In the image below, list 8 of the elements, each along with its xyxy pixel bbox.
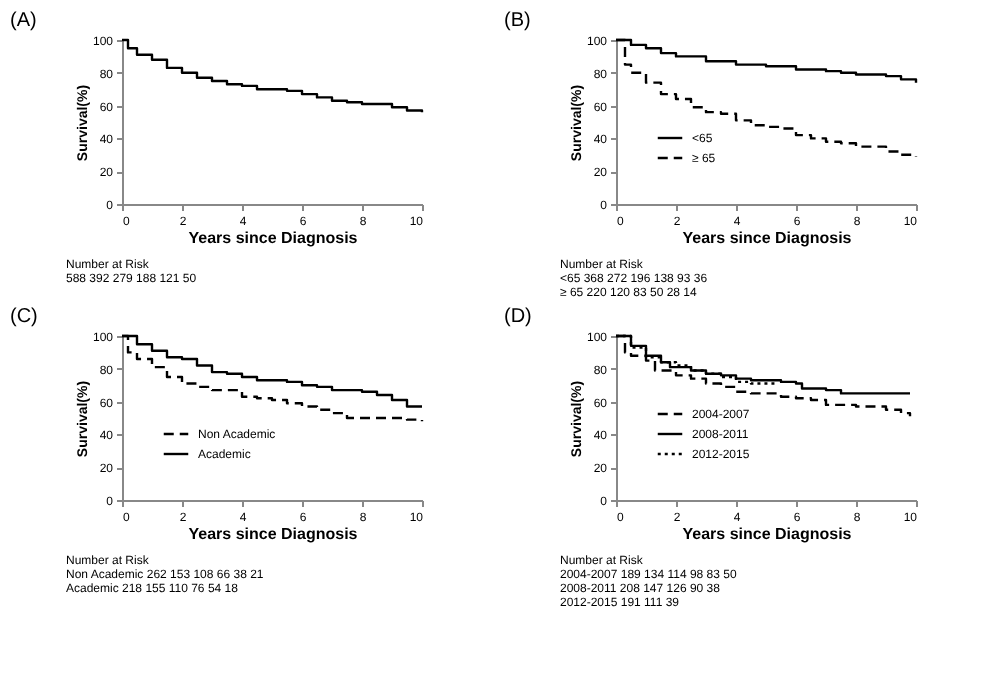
- chart-title: (D): [504, 306, 532, 328]
- chart-title: (C): [10, 306, 38, 328]
- x-axis-title: Years since Diagnosis: [682, 229, 853, 247]
- x-axis-title: Years since Diagnosis: [188, 229, 359, 247]
- chart-title: (A): [10, 10, 37, 32]
- chart-title: (B): [504, 10, 531, 32]
- x-axis-title: Years since Diagnosis: [682, 525, 853, 543]
- x-axis-title: Years since Diagnosis: [188, 525, 359, 543]
